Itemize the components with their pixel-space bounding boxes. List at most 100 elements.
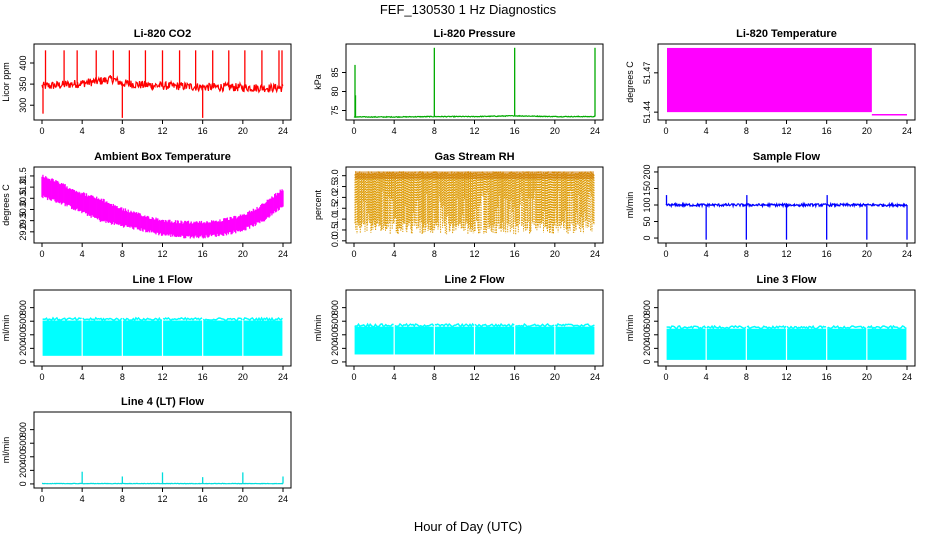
y-tick-label: 29.5	[18, 212, 28, 230]
x-tick-label: 12	[781, 126, 791, 136]
flow-band-edge	[666, 325, 707, 330]
y-tick-label: 85	[330, 67, 340, 77]
flow-band-edge	[122, 316, 163, 322]
x-tick-label: 24	[590, 372, 600, 382]
panel-title: Line 4 (LT) Flow	[121, 396, 204, 408]
x-tick-label: 4	[704, 372, 709, 382]
x-axis: 0 4 8 12 16 20 24	[39, 120, 288, 136]
panel-data	[42, 316, 283, 356]
x-tick-label: 20	[550, 372, 560, 382]
flow-band	[243, 320, 283, 356]
x-tick-label: 12	[157, 494, 167, 504]
y-tick-label: 0.5	[330, 224, 340, 237]
x-tick-label: 8	[120, 126, 125, 136]
panel-y-label: ml/min	[313, 315, 323, 342]
x-axis: 0 4 8 12 16 20 24	[351, 243, 600, 259]
y-tick-label: 400	[18, 449, 28, 464]
x-tick-label: 0	[351, 249, 356, 259]
y-tick-label: 200	[642, 164, 652, 179]
panel-y-label: ml/min	[1, 437, 11, 464]
x-tick-label: 0	[663, 249, 668, 259]
x-axis: 0 4 8 12 16 20 24	[39, 243, 288, 259]
y-tick-label: 400	[18, 55, 28, 70]
y-tick-label: 400	[330, 327, 340, 342]
x-axis: 0 4 8 12 16 20 24	[39, 488, 288, 504]
flow-band-edge	[786, 324, 827, 330]
panel-9: Line 3 Flow ml/min 0 4 8 12 16 20 24 0 20040060080…	[625, 274, 916, 382]
y-tick-label: 30.0	[18, 201, 28, 219]
flow-band-edge	[42, 316, 82, 322]
panel-y-label: ml/min	[625, 315, 635, 342]
panel-title: Li-820 Pressure	[434, 28, 516, 40]
panel-5: Gas Stream RH percent 0 4 8 12 16 20 24 0.00.51.0…	[313, 151, 604, 259]
y-tick-label: 350	[18, 77, 28, 92]
y-tick-label: 29.0	[18, 223, 28, 241]
y-tick-label: 0	[642, 236, 652, 241]
x-tick-label: 20	[238, 372, 248, 382]
y-tick-label: 800	[642, 300, 652, 315]
y-tick-label: 200	[642, 341, 652, 356]
x-tick-label: 20	[550, 126, 560, 136]
x-tick-label: 12	[469, 249, 479, 259]
panel-y-label: Licor ppm	[1, 62, 11, 102]
y-tick-label: 75	[330, 105, 340, 115]
x-tick-label: 20	[238, 249, 248, 259]
x-tick-label: 16	[198, 494, 208, 504]
x-axis: 0 4 8 12 16 20 24	[351, 366, 600, 382]
flow-band	[354, 326, 394, 355]
y-tick-label: 600	[18, 314, 28, 329]
x-tick-label: 20	[238, 126, 248, 136]
x-tick-label: 8	[120, 372, 125, 382]
x-tick-label: 24	[278, 494, 288, 504]
x-tick-label: 8	[432, 126, 437, 136]
y-tick-label: 0.0	[330, 235, 340, 248]
x-tick-label: 12	[469, 372, 479, 382]
flow-band-edge	[554, 322, 595, 328]
panel-4: Ambient Box Temperature degrees C 0 4 8 12 16 2…	[1, 151, 292, 259]
y-tick-label: 0	[18, 359, 28, 364]
x-tick-label: 24	[902, 372, 912, 382]
x-tick-label: 8	[432, 372, 437, 382]
flow-band-edge	[746, 325, 787, 330]
flow-band	[666, 328, 706, 360]
x-tick-label: 20	[862, 126, 872, 136]
panel-y-label: kPa	[313, 74, 323, 90]
x-tick-label: 12	[157, 249, 167, 259]
panel-data	[665, 195, 908, 240]
x-tick-label: 4	[704, 126, 709, 136]
y-tick-label: 31.5	[18, 167, 28, 185]
y-tick-label: 50	[642, 217, 652, 227]
panel-title: Gas Stream RH	[434, 151, 514, 163]
y-tick-label: 600	[330, 314, 340, 329]
panel-data	[354, 171, 595, 235]
panel-title: Line 3 Flow	[757, 274, 817, 286]
filled-band	[667, 47, 872, 113]
x-tick-label: 16	[822, 372, 832, 382]
panel-title: Ambient Box Temperature	[94, 151, 231, 163]
x-tick-label: 20	[238, 494, 248, 504]
y-axis: 51.44 51.47	[642, 62, 658, 123]
y-tick-label: 600	[18, 436, 28, 451]
x-axis: 0 4 8 12 16 20 24	[39, 366, 288, 382]
x-tick-label: 16	[198, 249, 208, 259]
x-tick-label: 12	[781, 372, 791, 382]
panel-10: Line 4 (LT) Flow ml/min 0 4 8 12 16 20 24 0 200400…	[1, 396, 292, 504]
series-line	[665, 201, 908, 209]
panel-title: Line 2 Flow	[445, 274, 505, 286]
x-tick-label: 24	[902, 249, 912, 259]
flow-band	[475, 326, 515, 355]
x-tick-label: 12	[157, 126, 167, 136]
x-tick-label: 8	[120, 494, 125, 504]
x-tick-label: 0	[351, 372, 356, 382]
flow-band	[434, 326, 474, 355]
y-tick-label: 800	[330, 300, 340, 315]
x-tick-label: 12	[469, 126, 479, 136]
panel-title: Sample Flow	[753, 151, 821, 163]
panel-title: Line 1 Flow	[133, 274, 193, 286]
x-tick-label: 0	[351, 126, 356, 136]
x-tick-label: 4	[80, 372, 85, 382]
panel-y-label: ml/min	[625, 192, 635, 219]
rh-band-top	[355, 171, 594, 179]
